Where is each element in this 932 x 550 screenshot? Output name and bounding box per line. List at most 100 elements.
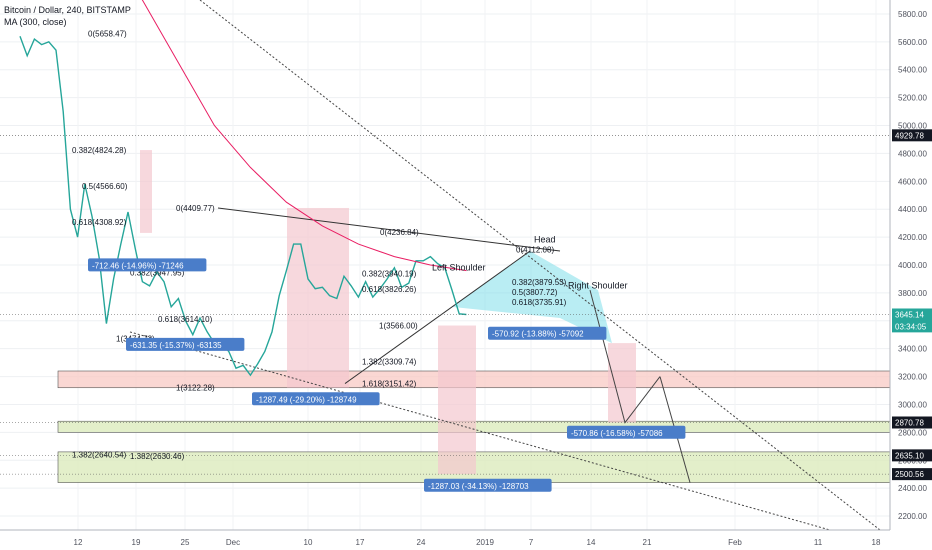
y-tick-label: 2200.00 (898, 512, 927, 521)
x-tick-label: 24 (417, 538, 426, 547)
y-tick-label: 5200.00 (898, 94, 927, 103)
x-tick-label: 10 (304, 538, 313, 547)
fib-label: 0.382(3940.19) (362, 269, 417, 278)
fib-label: 0.5(3807.72) (512, 288, 558, 297)
price-badge-label: 3645.14 (895, 310, 924, 319)
fib-label: 0(4409.77) (176, 204, 215, 213)
y-tick-label: 4800.00 (898, 149, 927, 158)
time-axis[interactable]: 12 19 25 Dec 10 17 24 2019 7 14 21 Feb 11 18 (0, 529, 890, 547)
axis-background (890, 0, 932, 550)
measure-box (140, 150, 152, 233)
fib-label: 0(5658.47) (88, 30, 127, 39)
measure-label: -570.92 (-13.88%) -57092 (492, 330, 584, 339)
pattern-note: Head (534, 235, 556, 245)
measure-labels: -712.46 (-14.96%) -71246 -631.35 (-15.37%… (88, 258, 686, 492)
price-badge (892, 449, 932, 462)
y-tick-label: 5800.00 (898, 10, 927, 19)
price-badge (892, 468, 932, 481)
x-tick-label: 25 (181, 538, 190, 547)
price-badge (892, 129, 932, 142)
measure-box (287, 207, 349, 388)
measure-callout (567, 425, 686, 439)
fib-label: 0.382(3947.95) (130, 268, 185, 277)
fib-label: 1.618(3151.42) (362, 379, 417, 388)
y-tick-label: 3800.00 (898, 289, 927, 298)
x-tick-label: 18 (872, 538, 881, 547)
x-tick-label: 2019 (476, 538, 494, 547)
symbol-title[interactable]: Bitcoin / Dollar, 240, BITSTAMP (4, 5, 131, 15)
price-badge (892, 320, 932, 333)
fib-label: 1.382(2630.46) (130, 452, 185, 461)
series-layer (19, 0, 467, 377)
y-tick-label: 5000.00 (898, 122, 927, 131)
measure-callout (252, 392, 380, 406)
measure-callout (88, 258, 207, 272)
indicator-label[interactable]: MA (300, close) (4, 17, 67, 27)
fib-label: 1(3122.28) (176, 383, 215, 392)
fib-label: 0(4112.08) (516, 245, 554, 254)
price-badge-label: 03:34:05 (895, 322, 927, 331)
measure-callout (488, 326, 607, 340)
y-tick-label: 5600.00 (898, 38, 927, 47)
x-tick-label: 21 (643, 538, 652, 547)
x-tick-label: 19 (132, 538, 141, 547)
y-tick-label: 2800.00 (898, 428, 927, 437)
price-badge (892, 416, 932, 429)
measure-label: -1287.49 (-29.20%) -128749 (256, 395, 357, 404)
x-tick-label: 7 (529, 538, 534, 547)
horizontal-lines (0, 135, 890, 475)
pattern-note: Left Shoulder (432, 263, 486, 273)
fib-label: 0.618(4308.92) (72, 218, 127, 227)
x-tick-label: 11 (814, 538, 823, 547)
pattern-annotations: Head Left Shoulder Right Shoulder (432, 235, 628, 291)
y-tick-label: 4200.00 (898, 233, 927, 242)
pattern-fill (452, 251, 612, 344)
fib-label: 0.618(3614.10) (158, 315, 213, 324)
price-badges: 4929.78 3645.14 03:34:05 2870.78 2635.10 2500… (892, 129, 932, 481)
y-tick-label: 5400.00 (898, 66, 927, 75)
fib-label: 0.382(4824.28) (72, 146, 127, 155)
price-badge-label: 2635.10 (895, 451, 924, 460)
x-tick-label: 12 (74, 538, 83, 547)
measure-box (438, 325, 476, 475)
y-tick-label: 4000.00 (898, 261, 927, 270)
measure-label: -631.35 (-15.37%) -63135 (130, 341, 222, 350)
price-badge-label: 2500.56 (895, 470, 924, 479)
y-tick-label: 4600.00 (898, 177, 927, 186)
y-tick-label: 3000.00 (898, 400, 927, 409)
measure-callout (126, 337, 245, 351)
measure-label: -1287.03 (-34.13%) -128703 (428, 482, 529, 491)
fib-label: 1.382(3309.74) (362, 357, 417, 366)
fib-label: 0(4236.84) (380, 228, 419, 237)
y-tick-label: 4400.00 (898, 205, 927, 214)
measure-label: -712.46 (-14.96%) -71246 (92, 261, 184, 270)
y-tick-label: 3200.00 (898, 373, 927, 382)
x-tick-label: Feb (728, 538, 742, 547)
measure-boxes (140, 150, 636, 475)
fib-label: 1.382(2640.54) (72, 451, 127, 460)
price-badge-label: 4929.78 (895, 131, 924, 140)
price-badge (892, 308, 932, 321)
price-badge-label: 2870.78 (895, 418, 924, 427)
x-tick-label: 14 (587, 538, 596, 547)
price-axis[interactable]: 2200.002400.002600.002800.003000.003200.… (889, 0, 932, 550)
series-line (141, 0, 467, 272)
trendline-dotted (129, 331, 831, 531)
y-tick-label: 2400.00 (898, 484, 927, 493)
x-tick-label: 17 (356, 538, 365, 547)
fib-label: 1(3566.00) (379, 322, 418, 331)
triangle-lower-line (344, 250, 531, 384)
fib-label: 0.5(4566.60) (82, 182, 128, 191)
pattern-note: Right Shoulder (568, 281, 628, 291)
chart-legend: Bitcoin / Dollar, 240, BITSTAMP MA (300,… (4, 4, 131, 28)
series-line (19, 36, 467, 377)
fib-label: 0.618(3826.26) (362, 285, 417, 294)
measure-label: -570.86 (-16.58%) -57086 (571, 429, 663, 438)
y-tick-label: 3400.00 (898, 345, 927, 354)
triangle-upper-line (217, 207, 561, 252)
fib-label: 0.382(3879.53) (512, 278, 567, 287)
measure-callout (424, 478, 552, 492)
x-tick-label: Dec (226, 538, 240, 547)
fib-label: 0.618(3735.91) (512, 298, 567, 307)
